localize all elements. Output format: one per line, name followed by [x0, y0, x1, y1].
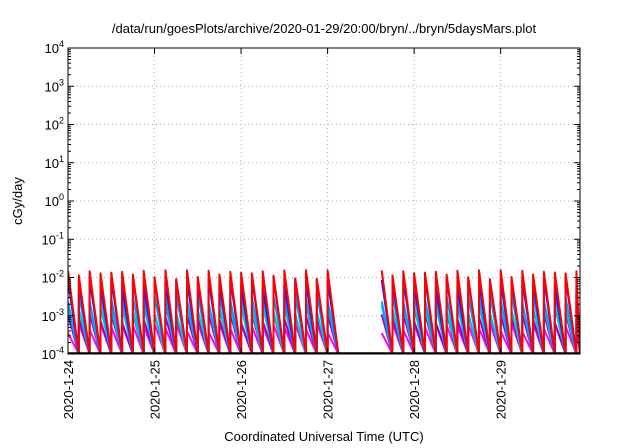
grid-layer: [68, 48, 580, 354]
series-group: [68, 269, 580, 354]
y-tick-label: 104: [45, 39, 64, 56]
x-tick-label: 2020-1-29: [494, 360, 509, 419]
y-tick-label: 103: [45, 77, 64, 94]
y-axis-ticks: 104 103 102 101 100 10-1 10-2 10-3 10-4: [42, 39, 580, 362]
x-tick-label: 2020-1-26: [234, 360, 249, 419]
x-axis-label: Coordinated Universal Time (UTC): [224, 429, 423, 444]
x-tick-label: 2020-1-28: [407, 360, 422, 419]
y-tick-label: 100: [45, 192, 64, 209]
y-axis-label: cGy/day: [10, 177, 25, 225]
y-tick-label: 102: [45, 116, 64, 133]
y-tick-label: 10-1: [42, 230, 64, 247]
x-tick-label: 2020-1-27: [321, 360, 336, 419]
x-axis-ticks: 2020-1-24 2020-1-25 2020-1-26 2020-1-27 2020…: [61, 48, 509, 419]
y-tick-label: 10-4: [42, 345, 64, 362]
y-tick-label: 10-3: [42, 307, 64, 324]
series-line: [68, 269, 580, 354]
chart-title: /data/run/goesPlots/archive/2020-01-29/2…: [112, 21, 537, 36]
y-tick-label: 10-2: [42, 269, 64, 286]
x-tick-label: 2020-1-25: [148, 360, 163, 419]
plot-area: [68, 269, 580, 354]
y-tick-label: 101: [45, 154, 64, 171]
x-tick-label: 2020-1-24: [61, 360, 76, 419]
